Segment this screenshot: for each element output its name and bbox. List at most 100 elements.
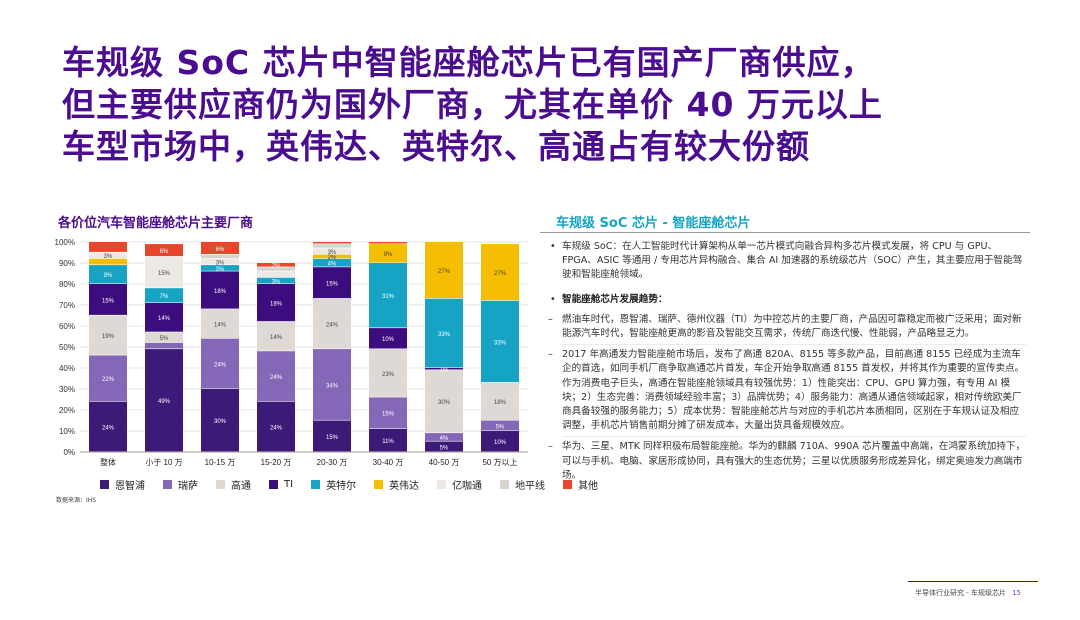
bar-segment: [201, 254, 239, 259]
data-label: 6%: [216, 247, 225, 253]
bar-segment: [369, 328, 407, 349]
x-tick-label: 整体: [100, 457, 116, 467]
x-tick-label: 50 万以上: [482, 458, 517, 467]
bar-segment: [201, 271, 239, 309]
data-label: 14%: [158, 316, 171, 322]
divider: [562, 436, 1026, 438]
bar-segment: [145, 244, 183, 257]
bar-segment: [145, 302, 183, 332]
data-label: 15%: [158, 271, 171, 277]
legend-label: 英特尔: [326, 481, 357, 492]
data-label: 27%: [438, 269, 451, 275]
page-title-line-1: 车规级 SoC 芯片中智能座舱芯片已有国产厂商供应，: [62, 43, 875, 82]
legend-label: TI: [284, 479, 294, 490]
legend-swatch: [437, 480, 447, 489]
chart-title: 各价位汽车智能座舱芯片主要厂商: [58, 216, 254, 231]
bar-segment: [425, 368, 463, 370]
bar-segment: [89, 315, 127, 355]
data-label: 15%: [102, 298, 115, 304]
legend-swatch: [563, 480, 573, 489]
x-tick-label: 40-50 万: [429, 458, 460, 467]
stacked-bar-chart: 0% 10% 20% 30% 40% 50% 60% 70% 80% 90% 100% 24% 22% 1…: [55, 238, 528, 467]
bar-segment: [89, 265, 127, 284]
bar-segment: [89, 401, 127, 452]
bar-segment: [145, 342, 183, 349]
y-tick-label: 100%: [55, 238, 75, 247]
bar-segment: [369, 397, 407, 429]
trend-point-text: 燃油车时代，恩智浦、瑞萨、德州仪器（TI）为中控芯片的主要厂商，产品因可靠稳定而…: [562, 313, 1022, 340]
bar-segment: [481, 431, 519, 452]
bar-segment: [313, 242, 351, 244]
data-label: 34%: [326, 383, 339, 389]
legend-item: 恩智浦: [100, 477, 145, 492]
trend-point-text: 华为、三星、MTK 同样积极布局智能座舱。华为的麒麟 710A、990A 芯片覆…: [562, 441, 1026, 481]
bar-segment: [313, 267, 351, 299]
trend-point-text: 2017 年高通发力智能座舱市场后，发布了高通 820A、8155 等多款产品，…: [562, 349, 1025, 432]
bar-segment: [89, 258, 127, 265]
bar-segment: [313, 254, 351, 259]
data-label: 18%: [214, 289, 227, 295]
legend-swatch: [269, 480, 278, 489]
data-label: 14%: [270, 335, 283, 341]
legend-item: TI: [269, 477, 293, 492]
bar-segment: [201, 258, 239, 265]
data-label: 31%: [382, 294, 395, 300]
data-label: 33%: [438, 332, 451, 338]
data-label: 19%: [102, 334, 115, 340]
page-title-line-3: 车型市场中，英伟达、英特尔、高通占有较大份额: [62, 127, 810, 166]
data-label: 5%: [160, 336, 169, 342]
trend-heading: 智能座舱芯片发展趋势：: [562, 293, 668, 305]
bar-segment: [89, 284, 127, 315]
legend-swatch: [311, 480, 321, 489]
source-note: 数据来源：IHS: [56, 497, 97, 504]
data-label: 30%: [438, 400, 451, 406]
legend-item: 英特尔: [311, 477, 356, 492]
data-label: 15%: [326, 281, 339, 287]
bar-segment: [145, 349, 183, 452]
data-label: 3%: [216, 267, 225, 273]
bar-segment: [313, 248, 351, 254]
divider: [562, 344, 1026, 346]
data-label: 1%: [440, 368, 449, 374]
bar-segment: [257, 321, 295, 351]
data-label: 9%: [384, 252, 393, 258]
data-label: 14%: [214, 322, 227, 328]
legend-item: 瑞萨: [163, 477, 198, 492]
intro-bullet: • 车规级 SoC：在人工智能时代计算架构从单一芯片模式向融合异构多芯片模式发展…: [548, 240, 1026, 283]
bar-segment: [145, 332, 183, 343]
bullet-dot-icon: •: [550, 241, 556, 252]
bar-segment: [481, 382, 519, 420]
data-label: 24%: [270, 375, 283, 381]
bar-segment: [425, 370, 463, 433]
intro-text: 车规级 SoC：在人工智能时代计算架构从单一芯片模式向融合异构多芯片模式发展，将…: [562, 241, 1023, 281]
bar-segment: [201, 242, 239, 254]
bar-segment: [481, 420, 519, 431]
data-label: 6%: [160, 249, 169, 255]
data-label: 24%: [214, 362, 227, 368]
footer-divider: [908, 581, 1038, 582]
data-label: 22%: [102, 377, 115, 383]
bar-segment: [425, 242, 463, 299]
bar-segment: [89, 252, 127, 259]
legend-label: 恩智浦: [115, 481, 145, 492]
data-label: 10%: [382, 337, 395, 343]
data-label: 15%: [382, 412, 395, 418]
legend-item: 亿咖通: [437, 477, 482, 492]
y-tick-label: 20%: [59, 406, 75, 415]
trend-point-2: – 2017 年高通发力智能座舱市场后，发布了高通 820A、8155 等多款产…: [548, 348, 1026, 433]
bar-segment: [313, 258, 351, 267]
bar-segment: [257, 271, 295, 278]
bar-segment: [425, 441, 463, 452]
data-label: 3%: [104, 254, 113, 260]
x-tick-label: 10-15 万: [205, 458, 236, 467]
bar-segment: [257, 284, 295, 322]
bar-segment: [201, 309, 239, 338]
bar-segment: [369, 244, 407, 263]
bar-segment: [425, 433, 463, 441]
y-tick-label: 40%: [59, 364, 75, 373]
data-label: 9%: [104, 273, 113, 279]
data-label: 10%: [494, 440, 507, 446]
page-title-line-2: 但主要供应商仍为国外厂商，尤其在单价 40 万元以上: [62, 85, 883, 124]
data-label: 7%: [160, 294, 169, 300]
bar-segment: [313, 420, 351, 452]
